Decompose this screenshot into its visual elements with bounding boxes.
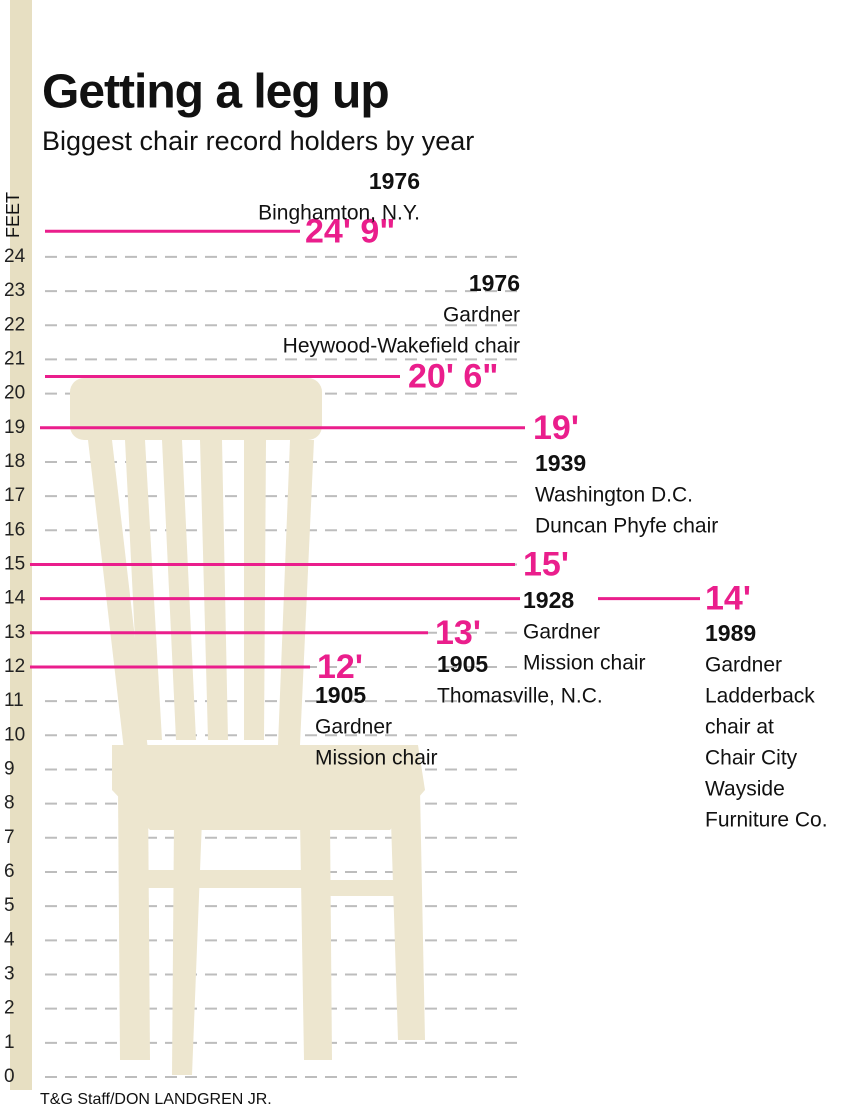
record-description: Gardner (523, 621, 600, 644)
value-label: 13' (435, 614, 481, 652)
y-tick-label: 11 (4, 690, 24, 711)
record-description: Washington D.C. (535, 484, 693, 507)
value-label: 15' (523, 545, 569, 583)
record-description: Mission chair (523, 652, 646, 675)
y-tick-label: 9 (4, 758, 15, 779)
record-year: 1976 (469, 270, 520, 296)
value-label: 24' 9" (305, 212, 395, 250)
chart-title: Getting a leg up (42, 66, 389, 119)
record-description: Gardner (443, 304, 520, 327)
y-tick-label: 1 (4, 1032, 15, 1053)
y-tick-label: 5 (4, 895, 15, 916)
y-tick-label: 8 (4, 793, 15, 814)
record-year: 1976 (369, 168, 420, 194)
record-description: Chair City (705, 747, 798, 770)
record-description: Gardner (315, 716, 392, 739)
record-description: Gardner (705, 654, 782, 677)
record-year: 1928 (523, 587, 574, 613)
record-description: Ladderback (705, 685, 815, 708)
chart-subtitle: Biggest chair record holders by year (42, 126, 474, 156)
record-year: 1905 (437, 651, 488, 677)
record-year: 1989 (705, 620, 756, 646)
y-tick-label: 15 (4, 553, 25, 574)
y-tick-label: 10 (4, 724, 25, 745)
record-description: Wayside (705, 778, 785, 801)
y-tick-label: 18 (4, 451, 25, 472)
y-tick-label: 16 (4, 519, 25, 540)
y-tick-label: 20 (4, 383, 25, 404)
value-label: 14' (705, 580, 751, 618)
y-tick-label: 22 (4, 314, 25, 335)
y-tick-label: 17 (4, 485, 25, 506)
record-year: 1939 (535, 450, 586, 476)
y-tick-label: 4 (4, 929, 15, 950)
record-description: Duncan Phyfe chair (535, 515, 718, 538)
y-tick-label: 24 (4, 246, 26, 267)
record-description: Binghamton, N.Y. (258, 202, 420, 225)
credit: T&G Staff/DON LANDGREN JR. (40, 1091, 272, 1108)
chair-illustration (70, 378, 425, 1075)
y-tick-label: 3 (4, 964, 15, 985)
y-tick-label: 2 (4, 998, 15, 1019)
y-tick-label: 14 (4, 588, 26, 609)
y-tick-label: 0 (4, 1066, 15, 1087)
value-label: 19' (533, 409, 579, 447)
record-description: Mission chair (315, 747, 438, 770)
record-description: chair at (705, 716, 774, 739)
value-label: 20' 6" (408, 357, 498, 395)
y-tick-label: 12 (4, 656, 25, 677)
y-tick-label: 13 (4, 622, 25, 643)
y-tick-label: 7 (4, 827, 15, 848)
record-description: Thomasville, N.C. (437, 685, 603, 708)
y-tick-label: 6 (4, 861, 15, 882)
y-tick-label: 19 (4, 417, 25, 438)
record-year: 1905 (315, 682, 366, 708)
y-tick-label: 21 (4, 348, 25, 369)
record-description: Furniture Co. (705, 809, 828, 832)
record-description: Heywood-Wakefield chair (283, 335, 520, 358)
axis-band (10, 0, 32, 1090)
value-label: 12' (317, 648, 363, 686)
y-tick-label: 23 (4, 280, 25, 301)
y-axis-label: FEET (3, 192, 23, 238)
